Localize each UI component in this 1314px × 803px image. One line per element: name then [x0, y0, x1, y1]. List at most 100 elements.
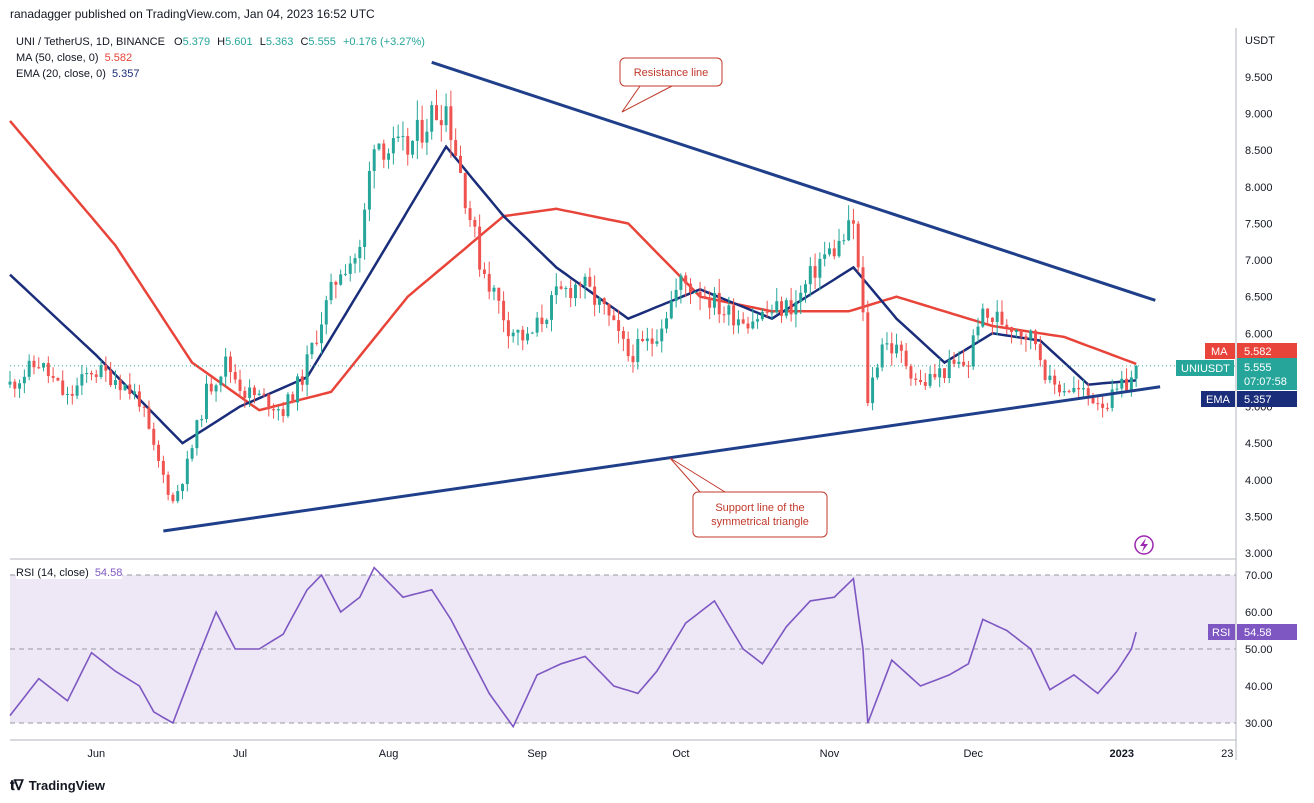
candle-body	[315, 342, 319, 344]
candle-body	[147, 407, 151, 429]
candle	[535, 311, 539, 337]
price-badges: MA 5.582 UNIUSDT 5.555 07:07:58 EMA 5.357 RSI 54…	[1176, 343, 1297, 640]
candle	[190, 444, 194, 462]
candle-body	[693, 291, 697, 293]
time-tick-label: Jun	[87, 748, 105, 760]
candle-body	[962, 361, 966, 366]
candle-body	[430, 105, 434, 132]
candle	[377, 143, 381, 151]
price-axis-unit: USDT	[1245, 35, 1275, 47]
candle-body	[46, 363, 50, 376]
ema-badge	[1201, 391, 1235, 407]
candle-body	[70, 393, 74, 396]
candle	[511, 329, 515, 343]
candle	[176, 484, 180, 504]
candle	[1053, 369, 1057, 395]
candle-body	[281, 409, 285, 417]
candle	[597, 296, 601, 313]
candle-body	[837, 240, 841, 257]
candle	[1134, 364, 1138, 388]
candle-body	[353, 258, 357, 264]
candle	[708, 291, 712, 320]
candle	[693, 291, 697, 293]
candle	[928, 366, 932, 389]
candle-body	[224, 356, 228, 377]
ma-50-line	[9, 120, 1137, 412]
candle	[133, 383, 137, 400]
candle-body	[171, 494, 175, 502]
candle-body	[1048, 375, 1052, 380]
candle	[343, 264, 347, 277]
symbol-name: UNI / TetherUS, 1D, BINANCE	[16, 36, 165, 48]
candle-body	[104, 365, 108, 371]
candle	[42, 362, 46, 372]
rsi-tick-label: 60.00	[1245, 607, 1273, 619]
candle-body	[497, 287, 501, 301]
candle	[492, 284, 496, 301]
candle-body	[914, 378, 918, 380]
candle-body	[435, 105, 438, 121]
candle	[430, 101, 434, 140]
candle-body	[1057, 384, 1061, 393]
candle-body	[27, 360, 31, 377]
candle-body	[22, 376, 26, 384]
candle	[181, 483, 185, 500]
candle	[420, 105, 424, 149]
candle-body	[181, 484, 185, 492]
candle	[957, 351, 961, 369]
candle-body	[540, 317, 544, 324]
price-tick-label: 4.000	[1245, 475, 1273, 487]
candle	[885, 332, 889, 351]
candle	[938, 358, 942, 388]
candle	[1019, 329, 1023, 345]
candle	[46, 356, 50, 384]
candle	[372, 144, 376, 189]
rsi-legend[interactable]: RSI (14, close) 54.58	[16, 567, 123, 579]
candle-body	[851, 220, 855, 224]
candle	[334, 280, 338, 299]
candle-body	[1062, 391, 1066, 393]
candle-body	[272, 409, 276, 411]
support-callout-pointer	[669, 457, 726, 493]
candle-body	[641, 338, 645, 342]
resistance-callout-text: Resistance line	[634, 67, 709, 79]
ma-legend[interactable]: MA (50, close, 0) 5.582	[16, 52, 132, 64]
candle-body	[1053, 375, 1057, 385]
candle-body	[895, 344, 899, 354]
candle-body	[818, 258, 822, 278]
candle-body	[233, 372, 237, 380]
candle	[760, 308, 764, 322]
price-tick-label: 3.500	[1245, 511, 1273, 523]
candle-body	[128, 384, 132, 395]
candle	[756, 313, 760, 329]
ma-badge-label: MA	[1211, 346, 1228, 358]
candle-body	[243, 390, 247, 398]
candle	[832, 239, 836, 260]
candle	[80, 364, 84, 395]
candle	[396, 124, 400, 143]
candle-body	[80, 374, 84, 386]
tradingview-brand: TradingView	[28, 778, 106, 793]
candle-body	[875, 367, 879, 378]
symbol-legend[interactable]: UNI / TetherUS, 1D, BINANCE O5.379 H5.60…	[16, 36, 425, 48]
candle	[1067, 389, 1071, 394]
candle-body	[602, 298, 606, 305]
candle	[1105, 402, 1109, 412]
candle	[593, 275, 597, 317]
candle-body	[99, 365, 103, 377]
candle-body	[1110, 389, 1114, 408]
support-callout-text: symmetrical triangle	[711, 516, 809, 528]
candle-body	[406, 136, 410, 155]
candle-body	[123, 384, 127, 391]
candle	[952, 352, 956, 368]
candle	[875, 363, 879, 380]
tradingview-footer[interactable]: 𝐭∇ TradingView	[10, 777, 105, 794]
candle-body	[487, 273, 491, 292]
candle	[990, 317, 994, 335]
candle-body	[909, 366, 913, 379]
candle	[339, 269, 343, 286]
candle	[300, 369, 304, 392]
candle	[660, 319, 664, 353]
ema-legend[interactable]: EMA (20, close, 0) 5.357	[16, 68, 139, 80]
candle-body	[698, 291, 702, 297]
